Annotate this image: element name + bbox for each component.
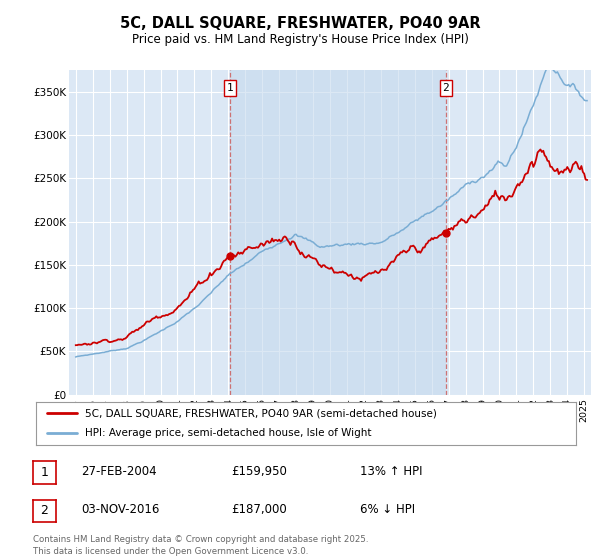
Text: 5C, DALL SQUARE, FRESHWATER, PO40 9AR: 5C, DALL SQUARE, FRESHWATER, PO40 9AR bbox=[119, 16, 481, 31]
Text: £159,950: £159,950 bbox=[231, 465, 287, 478]
Text: 2: 2 bbox=[443, 83, 449, 93]
Text: Contains HM Land Registry data © Crown copyright and database right 2025.
This d: Contains HM Land Registry data © Crown c… bbox=[33, 535, 368, 556]
Text: 1: 1 bbox=[227, 83, 234, 93]
Text: 03-NOV-2016: 03-NOV-2016 bbox=[81, 503, 160, 516]
Text: 13% ↑ HPI: 13% ↑ HPI bbox=[360, 465, 422, 478]
Text: Price paid vs. HM Land Registry's House Price Index (HPI): Price paid vs. HM Land Registry's House … bbox=[131, 32, 469, 46]
Text: 6% ↓ HPI: 6% ↓ HPI bbox=[360, 503, 415, 516]
Text: £187,000: £187,000 bbox=[231, 503, 287, 516]
Text: 5C, DALL SQUARE, FRESHWATER, PO40 9AR (semi-detached house): 5C, DALL SQUARE, FRESHWATER, PO40 9AR (s… bbox=[85, 408, 436, 418]
Text: 27-FEB-2004: 27-FEB-2004 bbox=[81, 465, 157, 478]
Text: 2: 2 bbox=[40, 504, 49, 517]
Bar bbox=[230, 70, 446, 395]
Text: 1: 1 bbox=[40, 466, 49, 479]
Text: HPI: Average price, semi-detached house, Isle of Wight: HPI: Average price, semi-detached house,… bbox=[85, 428, 371, 438]
